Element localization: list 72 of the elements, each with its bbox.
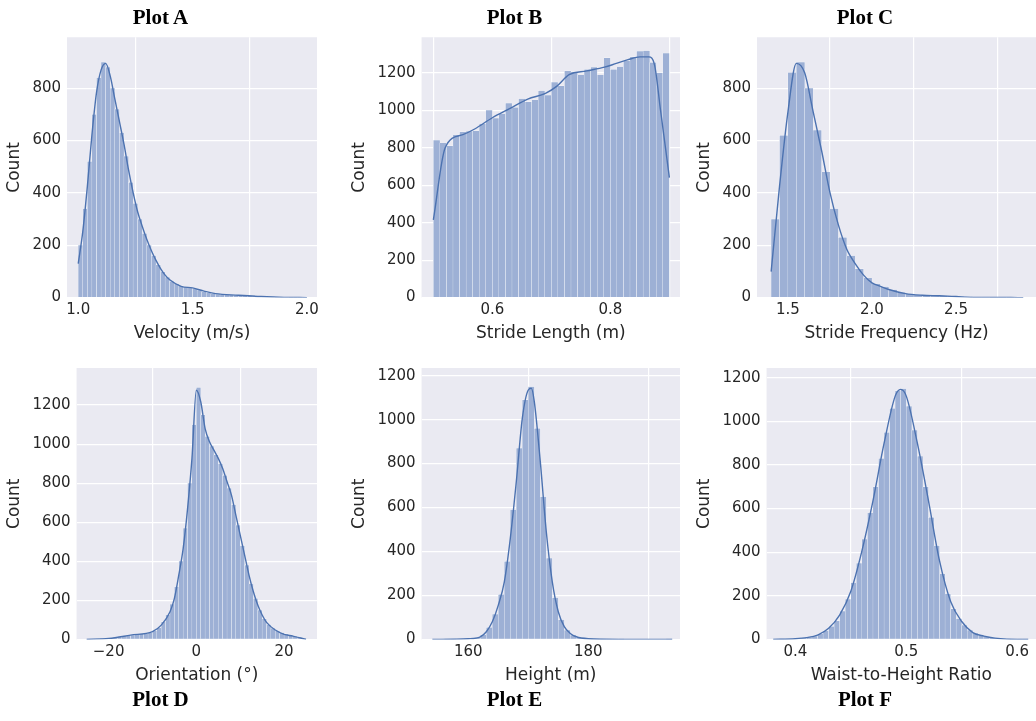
x-axis-title: Stride Length (m)	[475, 322, 626, 343]
y-tick-label: 200	[722, 235, 752, 254]
y-tick-label: 600	[386, 497, 416, 516]
y-tick-label: 400	[386, 212, 416, 231]
x-tick-label: 1.0	[66, 300, 91, 319]
chart-title: Plot C	[836, 5, 894, 30]
x-tick-label: 160	[454, 642, 483, 661]
x-axis-title: Height (m)	[505, 664, 597, 685]
y-tick-label: 400	[386, 541, 416, 560]
y-tick-label: 400	[731, 542, 761, 561]
x-tick-label: 0.4	[783, 642, 808, 661]
y-tick-label: 0	[751, 629, 761, 648]
y-tick-label: 1200	[722, 367, 761, 386]
x-axis-title: Waist-to-Height Ratio	[810, 664, 992, 685]
y-axis-title: Count	[692, 141, 713, 193]
y-tick-label: 1200	[377, 365, 416, 384]
y-tick-label: 1200	[377, 62, 416, 81]
x-tick-label: 0.6	[1005, 642, 1030, 661]
y-tick-label: 400	[32, 182, 62, 201]
x-tick-label: 180	[573, 642, 603, 661]
y-tick-label: 200	[41, 590, 71, 609]
y-tick-label: 200	[386, 250, 416, 269]
y-tick-label: 0	[61, 629, 71, 648]
y-tick-label: 1000	[32, 434, 71, 453]
y-tick-label: 800	[731, 454, 761, 473]
y-tick-label: 800	[41, 473, 71, 492]
y-tick-label: 600	[32, 130, 62, 149]
chart-title: Plot B	[486, 5, 543, 30]
x-tick-label: 0.6	[480, 300, 505, 319]
y-tick-label: 800	[386, 453, 416, 472]
x-tick-label: 0.5	[894, 642, 919, 661]
y-tick-label: 200	[731, 585, 761, 604]
y-tick-label: 200	[386, 585, 416, 604]
x-tick-label: 2.0	[295, 300, 319, 319]
y-tick-label: 600	[41, 512, 71, 531]
y-tick-label: 0	[51, 287, 62, 306]
y-tick-label: 800	[722, 78, 752, 97]
y-tick-label: 600	[386, 175, 416, 194]
text: Plot F	[837, 686, 893, 711]
text: Plot E	[486, 686, 543, 711]
x-tick-label: 2.0	[860, 300, 884, 319]
x-tick-label: 1.5	[776, 300, 800, 319]
y-tick-label: 1000	[377, 100, 416, 119]
x-tick-label: 0	[191, 642, 202, 661]
y-tick-label: 0	[741, 287, 752, 306]
y-axis-title: Count	[2, 478, 23, 529]
x-tick-label: 1.5	[180, 300, 205, 319]
x-axis-title: Velocity (m/s)	[133, 322, 251, 343]
x-axis-title: Orientation (°)	[135, 664, 259, 685]
text: Plot D	[132, 686, 189, 711]
y-tick-label: 600	[731, 498, 761, 517]
y-axis-title: Count	[347, 141, 368, 193]
y-tick-label: 800	[386, 137, 416, 156]
y-axis-title: Count	[347, 478, 368, 529]
x-tick-label: 2.5	[944, 300, 968, 319]
y-tick-label: 400	[722, 182, 752, 201]
x-tick-label: 0.8	[598, 300, 623, 319]
y-tick-label: 800	[32, 78, 62, 97]
x-tick-label: −20	[92, 642, 125, 661]
x-tick-label: 20	[274, 642, 294, 661]
y-tick-label: 400	[41, 551, 71, 570]
y-tick-label: 0	[406, 287, 416, 306]
y-axis-title: Count	[2, 141, 23, 193]
y-tick-label: 1200	[32, 394, 71, 413]
y-tick-label: 600	[722, 130, 752, 149]
x-axis-title: Stride Frequency (Hz)	[804, 322, 989, 343]
y-tick-label: 1000	[377, 409, 416, 428]
y-axis-title: Count	[692, 478, 713, 529]
y-tick-label: 200	[32, 235, 62, 254]
y-tick-label: 0	[406, 629, 416, 648]
chart-title: Plot A	[132, 5, 190, 30]
y-tick-label: 1000	[722, 411, 761, 430]
